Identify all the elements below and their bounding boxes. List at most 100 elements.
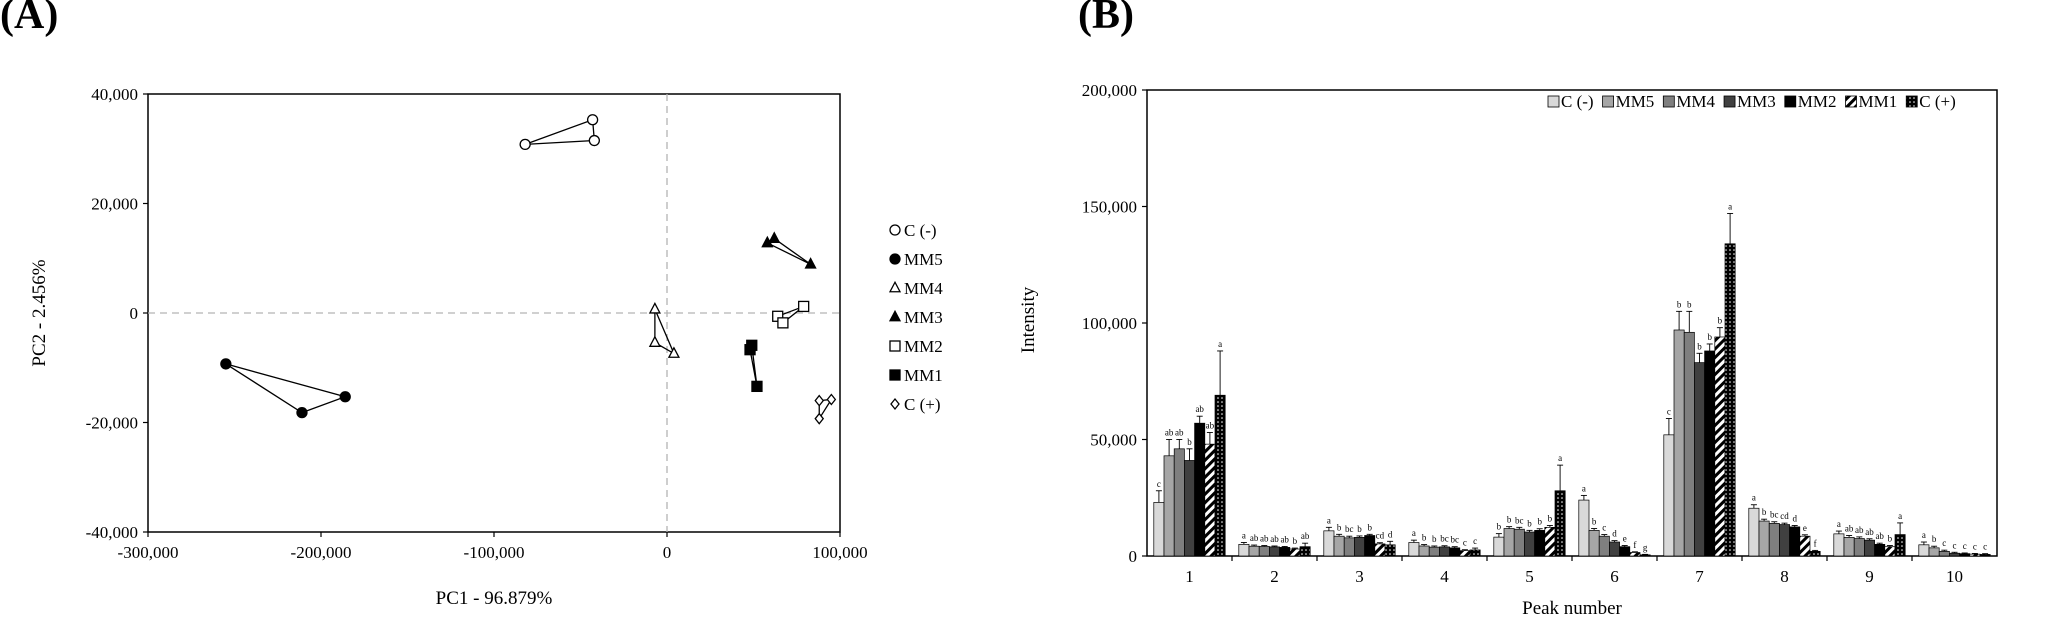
significance-letter: a [1752, 493, 1756, 503]
pca-point-c [586, 114, 599, 126]
bar-peak7-s0 [1663, 434, 1675, 557]
significance-letter: b [1932, 534, 1937, 544]
significance-letter: c [1973, 541, 1977, 551]
significance-letter: ab [1195, 404, 1204, 414]
significance-letter: b [1187, 437, 1192, 447]
bar-peak3-s3 [1354, 537, 1365, 557]
bar-peak8-s5 [1799, 535, 1811, 557]
bar-y-tick-label: 0 [1129, 547, 1138, 566]
bar-peak4-s5 [1459, 550, 1471, 557]
bar-peak1-s6 [1214, 394, 1226, 557]
significance-letter: b [1537, 517, 1542, 527]
pca-legend-marker [889, 253, 901, 265]
pca-point-mm3 [768, 231, 781, 243]
significance-letter: c [1157, 479, 1161, 489]
significance-letter: b [1432, 534, 1437, 544]
bar-legend-swatch [1723, 95, 1736, 108]
significance-letter: a [1412, 528, 1416, 538]
bar-peak8-s0 [1748, 507, 1760, 557]
pca-legend-label: MM1 [904, 366, 943, 385]
pca-x-axis-title: PC1 - 96.879% [436, 588, 553, 609]
significance-letter: b [1718, 316, 1723, 326]
bar-peak5-s6 [1554, 490, 1566, 557]
significance-letter: bc [1515, 515, 1524, 525]
pca-legend-marker [889, 369, 901, 381]
bar-y-axis-title: Intensity [1018, 286, 1039, 353]
significance-letter: ab [1865, 527, 1874, 537]
significance-letter: g [1643, 542, 1648, 552]
bar-peak9-s4 [1874, 543, 1886, 557]
pca-legend-marker [890, 397, 900, 411]
significance-letter: ab [1845, 523, 1854, 533]
significance-letter: b [1527, 518, 1532, 528]
significance-letter: d [1612, 529, 1617, 539]
bar-peak3-s4 [1364, 535, 1376, 557]
pca-x-tick-label: 100,000 [812, 543, 867, 562]
pca-point-c [588, 134, 600, 147]
significance-letter: e [1803, 523, 1807, 533]
bar-peak4-s0 [1408, 542, 1420, 557]
bar-peak9-s3 [1864, 539, 1875, 557]
bar-legend-label: MM2 [1798, 92, 1837, 111]
bar-y-tick-label: 200,000 [1082, 81, 1137, 100]
bar-legend-label: C (-) [1561, 92, 1594, 111]
bar-peak7-s1 [1673, 329, 1685, 557]
bar-peak10-s1 [1928, 547, 1940, 557]
bar-legend-label: MM5 [1616, 92, 1655, 111]
bar-peak1-s5 [1204, 443, 1216, 557]
bar-x-tick-label: 6 [1610, 567, 1619, 586]
bar-peak1-s2 [1173, 448, 1185, 557]
significance-letter: b [1548, 513, 1553, 523]
pca-point-mm5 [339, 391, 351, 403]
significance-letter: c [1667, 407, 1671, 417]
bar-peak5-s1 [1503, 528, 1515, 557]
bar-x-tick-label: 8 [1780, 567, 1789, 586]
significance-letter: ab [1260, 534, 1269, 544]
bar-peak9-s0 [1833, 533, 1845, 557]
bar-peak9-s6 [1894, 534, 1906, 557]
pca-point-c [814, 394, 825, 407]
significance-letter: a [1837, 519, 1841, 529]
pca-legend-label: MM2 [904, 337, 943, 356]
pca-legend-label: MM5 [904, 250, 943, 269]
bar-y-tick-label: 150,000 [1082, 198, 1137, 217]
significance-letter: b [1687, 299, 1692, 309]
significance-letter: bc [1345, 524, 1354, 534]
bar-peak8-s3 [1779, 524, 1790, 557]
bar-peak5-s5 [1544, 526, 1556, 557]
significance-letter: cd [1376, 531, 1385, 541]
significance-letter: f [1633, 540, 1636, 550]
pca-point-c [826, 393, 837, 406]
pca-legend-label: MM3 [904, 308, 943, 327]
significance-letter: b [1367, 522, 1372, 532]
bar-x-tick-label: 3 [1355, 567, 1364, 586]
pca-point-mm5 [220, 358, 232, 370]
pca-legend-marker [888, 280, 902, 293]
bar-peak4-s3 [1439, 546, 1450, 557]
bar-peak6-s0 [1578, 499, 1590, 557]
significance-letter: b [1697, 341, 1702, 351]
bar-peak10-s5 [1969, 553, 1981, 557]
bar-legend-label: MM3 [1737, 92, 1776, 111]
pca-legend-marker [889, 340, 901, 352]
pca-legend-marker [888, 309, 902, 322]
significance-letter: ab [1206, 421, 1215, 431]
significance-letter: ab [1165, 428, 1174, 438]
bar-peak10-s3 [1949, 552, 1960, 557]
bar-legend-swatch [1662, 95, 1675, 108]
pca-group-outline-c [524, 118, 596, 146]
significance-letter: a [1922, 530, 1926, 540]
bar-legend-swatch [1784, 95, 1797, 108]
significance-letter: ab [1270, 534, 1279, 544]
significance-letter: a [1242, 530, 1246, 540]
significance-letter: ab [1875, 531, 1884, 541]
bar-peak1-s1 [1163, 455, 1175, 557]
bar-peak9-s5 [1884, 546, 1896, 557]
bar-x-axis-title: Peak number [1522, 598, 1622, 619]
bar-peak10-s2 [1938, 550, 1950, 557]
bar-x-tick-label: 1 [1185, 567, 1194, 586]
panel-label-b: (B) [1078, 0, 1134, 38]
bar-legend-label: C (+) [1919, 92, 1956, 111]
bar-x-tick-label: 7 [1695, 567, 1704, 586]
